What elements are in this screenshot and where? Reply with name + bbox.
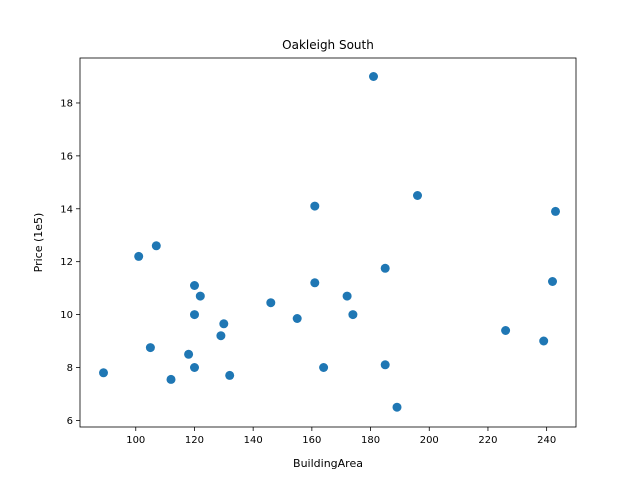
scatter-point-8: [190, 310, 199, 320]
chart-title: Oakleigh South: [282, 38, 374, 52]
scatter-point-11: [216, 331, 226, 341]
x-tick-label: 120: [185, 435, 204, 446]
x-tick-label: 200: [420, 435, 439, 446]
x-axis-ticks: 100 120 140 160 180 200 220 240: [126, 427, 556, 446]
scatter-point-2: [134, 251, 144, 261]
x-tick-label: 160: [302, 435, 321, 446]
scatter-point-22: [380, 263, 390, 273]
scatter-point-3: [145, 343, 155, 353]
scatter-point-9: [190, 363, 199, 372]
scatter-point-23: [380, 360, 390, 370]
scatter-point-13: [225, 370, 235, 380]
scatter-point-10: [195, 291, 205, 301]
scatter-point-29: [551, 206, 560, 216]
y-axis-ticks: 6 8 10 12 14 16 18: [60, 98, 80, 427]
scatter-point-18: [319, 363, 329, 372]
plot-area-frame: [79, 57, 577, 428]
scatter-point-15: [292, 314, 302, 323]
scatter-point-4: [151, 241, 161, 251]
x-tick-label: 220: [478, 435, 497, 446]
scatter-point-24: [392, 402, 402, 412]
y-tick-label: 10: [60, 310, 73, 321]
scatter-point-16: [310, 201, 320, 211]
y-tick-label: 16: [60, 151, 73, 162]
x-tick-label: 140: [244, 435, 263, 446]
y-tick-label: 12: [60, 257, 73, 268]
scatter-point-1: [99, 368, 108, 378]
y-tick-label: 18: [60, 98, 73, 109]
scatter-point-21: [369, 72, 378, 81]
scatter-point-28: [548, 277, 557, 286]
scatter-point-17: [310, 278, 320, 288]
scatter-point-14: [266, 298, 276, 308]
scatter-point-19: [342, 291, 352, 301]
y-tick-label: 14: [60, 204, 73, 215]
x-tick-label: 100: [126, 435, 145, 446]
scatter-points: [99, 72, 560, 412]
scatter-point-20: [348, 310, 358, 320]
scatter-point-6: [184, 349, 194, 359]
y-tick-label: 8: [67, 363, 73, 374]
scatter-point-26: [501, 326, 511, 335]
scatter-point-25: [413, 191, 422, 200]
y-tick-label: 6: [67, 416, 73, 427]
x-tick-label: 180: [361, 435, 380, 446]
scatter-point-12: [219, 319, 229, 329]
x-axis-label: BuildingArea: [293, 457, 363, 470]
y-axis-label: Price (1e5): [32, 213, 45, 273]
scatter-point-27: [539, 336, 549, 346]
x-tick-label: 240: [537, 435, 556, 446]
scatter-point-5: [166, 374, 176, 384]
scatter-point-7: [190, 281, 199, 290]
